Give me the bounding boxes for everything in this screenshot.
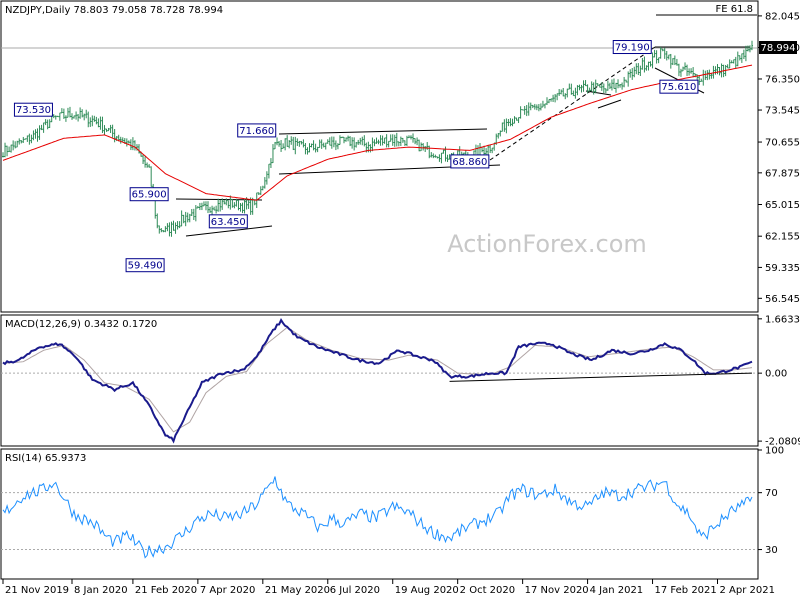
price-level-box bbox=[237, 123, 277, 138]
price-level-label: 63.450 bbox=[211, 217, 246, 228]
trend-lines bbox=[175, 46, 750, 237]
rsi-axis: 100 70 30 bbox=[758, 446, 784, 556]
price-level-box bbox=[659, 79, 699, 94]
macd-axis: 1.6633 0.00 -2.0809 bbox=[758, 314, 800, 448]
date-tick-label: 6 Jul 2020 bbox=[330, 585, 380, 596]
price-tick-label: 56.545 bbox=[765, 294, 800, 305]
date-tick-label: 2 Apr 2021 bbox=[719, 585, 774, 596]
date-tick-label: 7 Apr 2020 bbox=[200, 585, 255, 596]
price-tick-label: 82.045 bbox=[765, 11, 800, 22]
macd-panel-frame bbox=[0, 314, 759, 447]
price-level-label: 79.190 bbox=[615, 43, 650, 54]
price-panel-frame bbox=[0, 0, 759, 313]
price-level-label: 75.610 bbox=[661, 82, 696, 93]
date-tick-label: 21 May 2020 bbox=[265, 585, 330, 596]
macd-tick-label: 0.00 bbox=[765, 369, 787, 380]
rsi-title: RSI(14) 65.9373 bbox=[5, 453, 86, 464]
price-level-label: 73.530 bbox=[16, 105, 51, 116]
last-price-tag: 78.994 bbox=[759, 41, 797, 54]
moving-average-line bbox=[2, 64, 753, 201]
instrument-title: NZDJPY,Daily 78.803 79.058 78.728 78.994 bbox=[5, 5, 223, 16]
support-bottom-line bbox=[185, 225, 273, 237]
macd-tick-label: 1.6633 bbox=[765, 314, 800, 325]
price-tick-label: 76.350 bbox=[765, 74, 800, 85]
date-tick-label: 2 Oct 2020 bbox=[460, 585, 515, 596]
price-tick-label: 65.015 bbox=[765, 200, 800, 211]
price-tick-label: 59.335 bbox=[765, 263, 800, 274]
macd-signal-line bbox=[2, 326, 753, 433]
rsi-line bbox=[2, 476, 753, 559]
price-level-label: 65.900 bbox=[132, 190, 167, 201]
macd-panel: MACD(12,26,9) 0.3432 0.1720 1.6633 0.00 -2… bbox=[0, 314, 800, 448]
price-bars bbox=[2, 40, 753, 237]
date-tick-label: 17 Feb 2021 bbox=[655, 585, 717, 596]
price-level-labels: 73.530 71.660 65.900 63.450 59.490 68.860 79.1… bbox=[13, 40, 699, 273]
range-top-line bbox=[278, 128, 488, 135]
support-top-line bbox=[175, 198, 263, 201]
rsi-tick-label: 30 bbox=[765, 545, 778, 556]
price-level-box bbox=[208, 214, 248, 229]
price-level-box bbox=[612, 40, 652, 55]
price-level-box bbox=[125, 258, 165, 273]
last-price-box bbox=[759, 41, 797, 54]
macd-line bbox=[2, 318, 753, 444]
price-tick-label: 73.545 bbox=[765, 106, 800, 117]
date-tick-label: 4 Jan 2021 bbox=[590, 585, 644, 596]
price-tick-label: 70.655 bbox=[765, 138, 800, 149]
date-tick-label: 19 Aug 2020 bbox=[395, 585, 459, 596]
price-level-box bbox=[129, 187, 169, 202]
date-tick-label: 17 Nov 2020 bbox=[525, 585, 589, 596]
fe-label: FE 61.8 bbox=[715, 4, 753, 15]
macd-tick-label: -2.0809 bbox=[765, 437, 800, 448]
price-level-box bbox=[13, 102, 53, 117]
rsi-panel: RSI(14) 65.9373 100 70 30 bbox=[0, 446, 784, 580]
date-tick-label: 21 Nov 2019 bbox=[5, 585, 69, 596]
price-axis: 82.04579.19076.35073.54570.65567.87565.0… bbox=[758, 11, 800, 305]
price-level-box bbox=[450, 154, 490, 169]
price-panel: NZDJPY,Daily 78.803 79.058 78.728 78.994… bbox=[0, 0, 800, 313]
date-tick-label: 8 Jan 2020 bbox=[74, 585, 128, 596]
price-tick-label: 67.875 bbox=[765, 168, 800, 179]
date-tick-label: 21 Feb 2020 bbox=[135, 585, 197, 596]
macd-title: MACD(12,26,9) 0.3432 0.1720 bbox=[5, 319, 157, 330]
price-level-label: 59.490 bbox=[128, 261, 163, 272]
macd-trendline bbox=[449, 372, 753, 382]
watermark: ActionForex.com bbox=[447, 230, 647, 258]
rsi-panel-frame bbox=[0, 448, 759, 580]
rsi-tick-label: 100 bbox=[765, 446, 784, 457]
price-tick-label: 62.155 bbox=[765, 232, 800, 243]
date-axis: 21 Nov 2019 8 Jan 2020 21 Feb 2020 7 Apr 20… bbox=[2, 579, 775, 596]
price-level-label: 71.660 bbox=[239, 126, 274, 137]
price-level-label: 68.860 bbox=[452, 157, 487, 168]
rsi-tick-label: 70 bbox=[765, 488, 778, 499]
projection-line bbox=[489, 46, 656, 161]
last-price-value: 78.994 bbox=[761, 43, 796, 54]
small-flag-bottom bbox=[597, 99, 622, 109]
